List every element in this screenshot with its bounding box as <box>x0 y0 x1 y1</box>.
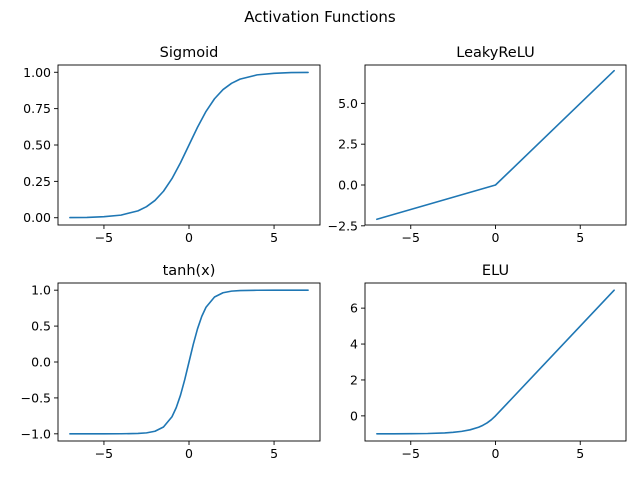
x-tick-label: 0 <box>185 446 193 461</box>
x-tick-label: 0 <box>492 230 500 245</box>
subplot-title: ELU <box>482 263 509 279</box>
y-tick-label: 0.25 <box>23 174 51 189</box>
y-tick-label: −0.5 <box>21 390 51 405</box>
y-tick-label: 2.5 <box>338 137 358 152</box>
x-tick-label: 5 <box>270 446 278 461</box>
series-line <box>69 289 309 435</box>
x-tick-label: 0 <box>185 230 193 245</box>
x-tick-label: 5 <box>270 230 278 245</box>
x-tick-label: −5 <box>95 446 113 461</box>
subplot-title: LeakyReLU <box>456 45 534 61</box>
y-tick-label: 5.0 <box>338 96 358 111</box>
y-tick-label: 2 <box>350 372 358 387</box>
x-tick-label: 5 <box>576 230 584 245</box>
subplot-title: tanh(x) <box>163 263 216 279</box>
y-tick-label: 0.5 <box>31 319 51 334</box>
subplot-leakyrelu: LeakyReLU −5 0 5 −2.5 0.0 2.5 5.0 <box>328 45 627 245</box>
subplot-elu: ELU −5 0 5 0 2 4 6 <box>350 263 627 461</box>
y-tick-label: 0.50 <box>23 138 51 153</box>
subplot-sigmoid: Sigmoid −5 0 5 0.00 0.25 0.50 0.75 1.00 <box>23 45 321 245</box>
y-tick-label: 4 <box>350 337 358 352</box>
figure-title: Activation Functions <box>244 8 396 26</box>
y-tick-label: −1.0 <box>21 426 51 441</box>
subplot-title: Sigmoid <box>160 45 219 61</box>
series-line <box>69 71 309 219</box>
x-tick-label: 5 <box>576 446 584 461</box>
x-tick-label: −5 <box>402 446 420 461</box>
y-tick-label: 0.75 <box>23 101 51 116</box>
series-line <box>376 289 615 435</box>
y-tick-label: 0.0 <box>338 178 358 193</box>
y-tick-label: 0.0 <box>31 355 51 370</box>
x-tick-label: 0 <box>492 446 500 461</box>
subplot-tanh: tanh(x) −5 0 5 −1.0 −0.5 0.0 0.5 1.0 <box>21 263 321 461</box>
y-tick-label: −2.5 <box>328 218 358 233</box>
y-tick-label: 1.0 <box>31 283 51 298</box>
y-tick-label: 1.00 <box>23 65 51 80</box>
x-tick-label: −5 <box>402 230 420 245</box>
series-line <box>376 69 615 221</box>
x-tick-label: −5 <box>95 230 113 245</box>
y-tick-label: 0.00 <box>23 210 51 225</box>
y-tick-label: 6 <box>350 301 358 316</box>
y-tick-label: 0 <box>350 408 358 423</box>
